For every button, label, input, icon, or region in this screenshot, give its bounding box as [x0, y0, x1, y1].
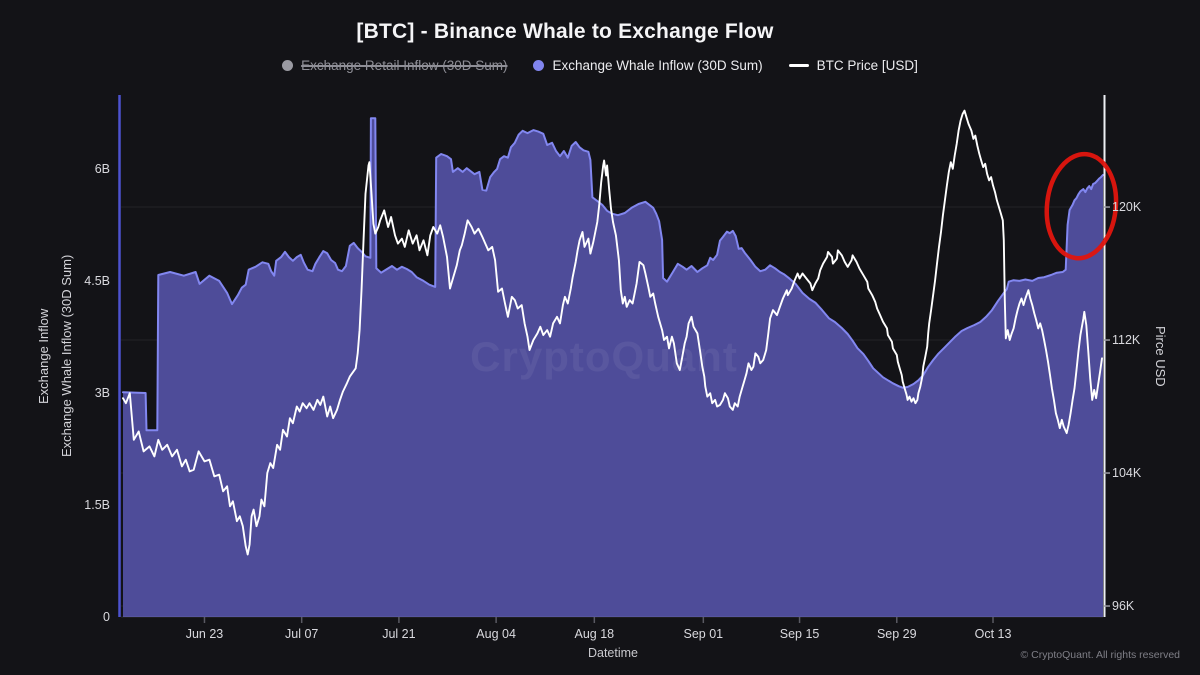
- x-tick-label: Sep 29: [876, 627, 917, 641]
- whale-inflow-area: [123, 118, 1103, 617]
- annotation-circle: [1044, 151, 1119, 261]
- x-tick-label: Oct 13: [974, 627, 1012, 641]
- y-right-tick-label: 96K: [1112, 599, 1135, 614]
- x-tick-label: Jul 07: [285, 627, 319, 641]
- chart-legend: Exchange Retail Inflow (30D Sum) Exchange…: [0, 58, 1200, 73]
- y-left-tick-label: 3B: [94, 385, 110, 400]
- legend-dot-icon: [282, 60, 294, 71]
- x-tick-label: Jul 21: [382, 627, 416, 641]
- legend-item-exchange-retail-inflow-30d-sum-[interactable]: Exchange Retail Inflow (30D Sum): [282, 58, 507, 73]
- y-right-tick-label: 104K: [1112, 466, 1142, 481]
- y-left-tick-label: 6B: [94, 161, 110, 176]
- legend-dash-icon: [788, 64, 809, 67]
- x-tick-label: Sep 01: [683, 627, 724, 641]
- x-axis-title: Datetime: [587, 646, 639, 660]
- y-axis-title-exchange-inflow: Exchange Inflow: [36, 308, 51, 404]
- y-right-tick-label: 120K: [1112, 200, 1142, 215]
- whale-inflow-line: [122, 117, 1104, 432]
- legend-item-label: Exchange Whale Inflow (30D Sum): [552, 58, 763, 73]
- legend-dot-icon: [533, 60, 545, 71]
- legend-item-label: BTC Price [USD]: [816, 58, 918, 73]
- y-right-tick-label: 112K: [1112, 333, 1141, 348]
- y-left-tick-label: 0: [103, 610, 110, 624]
- y-left-tick-label: 1.5B: [84, 497, 110, 512]
- cryptoquant-watermark: CryptoQuant: [470, 333, 738, 380]
- x-tick-label: Aug 04: [476, 627, 516, 641]
- chart-title: [BTC] - Binance Whale to Exchange Flow: [356, 20, 774, 43]
- x-tick-label: Aug 18: [574, 627, 615, 641]
- y-axis-title-price-usd: Pirce USD: [1153, 325, 1168, 387]
- legend-item-btc-price-usd-[interactable]: BTC Price [USD]: [788, 58, 918, 73]
- x-tick-label: Jun 23: [185, 627, 224, 641]
- y-left-tick-label: 4.5B: [84, 273, 110, 288]
- x-tick-label: Sep 15: [779, 627, 820, 641]
- btc-price-line: [122, 109, 1103, 556]
- copyright-text: © CryptoQuant. All rights reserved: [1020, 649, 1180, 661]
- y-axis-title-whale-inflow: Exchange Whale Inflow (30D Sum): [59, 254, 74, 458]
- legend-item-exchange-whale-inflow-30d-sum-[interactable]: Exchange Whale Inflow (30D Sum): [533, 58, 763, 73]
- legend-item-label: Exchange Retail Inflow (30D Sum): [301, 58, 508, 73]
